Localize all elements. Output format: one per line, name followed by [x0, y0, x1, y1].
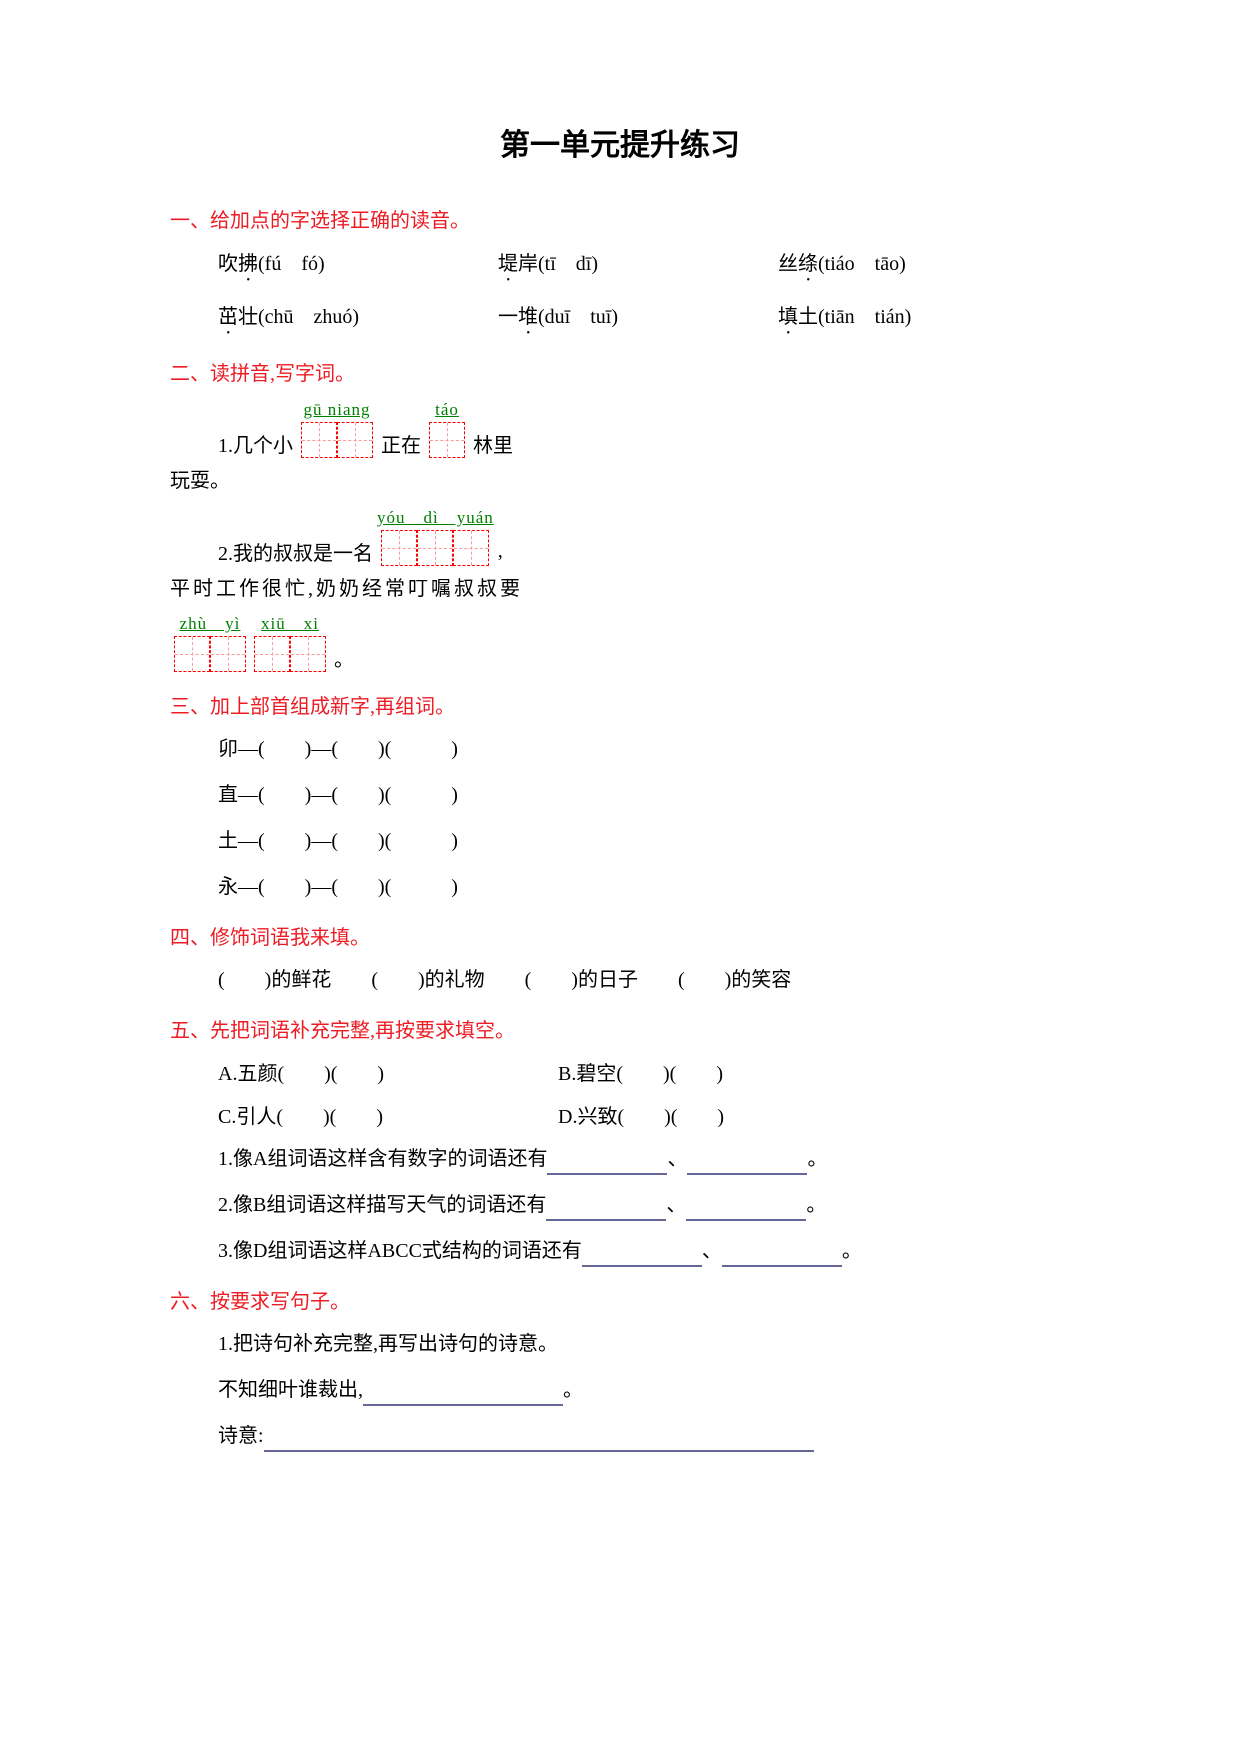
s5-q1: 1.像A组词语这样含有数字的词语还有、。 — [218, 1143, 1070, 1175]
s2-q2-line2: 平时工作很忙,奶奶经常叮嘱叔叔要 — [170, 572, 1070, 601]
section6-header: 六、按要求写句子。 — [170, 1285, 1070, 1314]
s5-row1: A.五颜( )( ) B.碧空( )( ) — [218, 1057, 1070, 1086]
section1-row1: 吹拂(fú fó) 堤岸(tī dī) 丝绦(tiáo tāo) — [218, 247, 1070, 286]
pinyin-guniang: gū niang — [297, 400, 377, 420]
s3-item-0: 卯—( )—( )( ) — [218, 733, 1070, 765]
s1-item-6: 填土(tiān tián) — [778, 300, 911, 339]
s1-item-2: 堤岸(tī dī) — [498, 247, 718, 286]
section4-header: 四、修饰词语我来填。 — [170, 921, 1070, 950]
s6-q1-meaning: 诗意: — [218, 1420, 1070, 1452]
s3-item-3: 永—( )—( )( ) — [218, 871, 1070, 903]
s3-item-1: 直—( )—( )( ) — [218, 779, 1070, 811]
s2-q2: 2.我的叔叔是一名 yóu dì yuán , — [218, 503, 1070, 566]
section1-header: 一、给加点的字选择正确的读音。 — [170, 204, 1070, 233]
s3-item-2: 土—( )—( )( ) — [218, 825, 1070, 857]
pinyin-xiuxi: xiū xi — [250, 609, 330, 634]
s5-q2: 2.像B组词语这样描写天气的词语还有、。 — [218, 1189, 1070, 1221]
s1-item-1: 吹拂(fú fó) — [218, 247, 438, 286]
page-title: 第一单元提升练习 — [170, 120, 1070, 164]
s2-q1-line2: 玩耍。 — [170, 464, 1070, 493]
write-grid-5 — [254, 636, 326, 672]
write-grid-1 — [301, 422, 373, 458]
s6-q1: 1.把诗句补充完整,再写出诗句的诗意。 — [218, 1328, 1070, 1360]
s2-q2-line3: zhù yì xiū xi 。 — [170, 609, 1070, 672]
section3-header: 三、加上部首组成新字,再组词。 — [170, 690, 1070, 719]
s5-q3: 3.像D组词语这样ABCC式结构的词语还有、。 — [218, 1235, 1070, 1267]
s2-q1: 1.几个小 gū niang 正在 táo 林里 — [218, 400, 1070, 458]
write-grid-2 — [429, 422, 465, 458]
s5-d: D.兴致( )( ) — [558, 1100, 898, 1129]
s5-row2: C.引人( )( ) D.兴致( )( ) — [218, 1100, 1070, 1129]
s5-a: A.五颜( )( ) — [218, 1057, 558, 1086]
s6-q1-line: 不知细叶谁裁出,。 — [218, 1374, 1070, 1406]
pinyin-tao: táo — [425, 400, 469, 420]
section5-header: 五、先把词语补充完整,再按要求填空。 — [170, 1014, 1070, 1043]
s5-c: C.引人( )( ) — [218, 1100, 558, 1129]
section1-row2: 茁壮(chū zhuó) 一堆(duī tuī) 填土(tiān tián) — [218, 300, 1070, 339]
section2-header: 二、读拼音,写字词。 — [170, 357, 1070, 386]
pinyin-youdiyuan: yóu dì yuán — [377, 503, 494, 528]
pinyin-zhuyi: zhù yì — [170, 609, 250, 634]
s1-item-5: 一堆(duī tuī) — [498, 300, 718, 339]
s1-item-3: 丝绦(tiáo tāo) — [778, 247, 906, 286]
s5-b: B.碧空( )( ) — [558, 1057, 898, 1086]
s1-item-4: 茁壮(chū zhuó) — [218, 300, 438, 339]
s4-line: ( )的鲜花 ( )的礼物 ( )的日子 ( )的笑容 — [218, 964, 1070, 996]
write-grid-4 — [174, 636, 246, 672]
write-grid-3 — [381, 530, 489, 566]
